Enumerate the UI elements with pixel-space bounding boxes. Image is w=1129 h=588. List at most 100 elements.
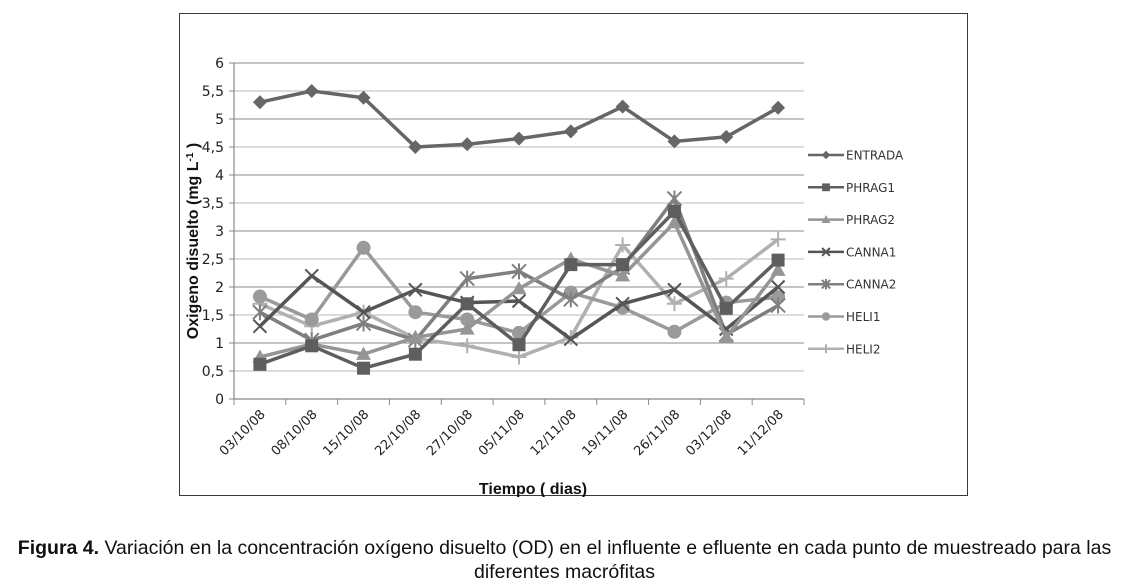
legend-item-canna1: CANNA1 bbox=[808, 245, 896, 259]
data-point-diamond bbox=[304, 84, 319, 98]
x-axis-title: Tiempo ( dias) bbox=[479, 481, 587, 497]
data-point-plus bbox=[770, 231, 786, 247]
legend-item-canna2: CANNA2 bbox=[808, 278, 896, 292]
x-tick-label: 03/12/08 bbox=[683, 407, 735, 459]
data-point-x bbox=[356, 304, 371, 320]
data-point-triangle bbox=[718, 329, 734, 344]
data-point-plus bbox=[511, 349, 527, 365]
data-point-square bbox=[822, 183, 830, 192]
x-tick-label: 03/10/08 bbox=[217, 407, 269, 459]
data-point-square bbox=[564, 258, 578, 272]
y-tick-label: 4,5 bbox=[202, 140, 224, 156]
y-axis-title: Oxigeno disuelto (mg L-1 ) bbox=[185, 143, 203, 339]
data-point-star bbox=[355, 315, 372, 332]
y-tick-label: 3,5 bbox=[202, 196, 224, 212]
data-point-square bbox=[305, 339, 319, 353]
x-tick-label: 12/11/08 bbox=[528, 407, 580, 459]
data-point-x bbox=[615, 296, 630, 312]
data-point-circle bbox=[408, 305, 423, 320]
x-tick-label: 08/10/08 bbox=[269, 407, 321, 459]
data-point-diamond bbox=[667, 134, 682, 149]
x-tick-label: 11/12/08 bbox=[735, 407, 787, 459]
x-tick-label: 26/11/08 bbox=[631, 407, 683, 459]
legend-label: PHRAG2 bbox=[846, 213, 895, 227]
y-tick-label: 2,5 bbox=[202, 252, 224, 268]
data-point-star bbox=[511, 263, 527, 280]
data-point-diamond bbox=[512, 131, 526, 146]
figure-caption: Figura 4. Variación en la concentración … bbox=[0, 536, 1129, 584]
data-point-x bbox=[511, 293, 527, 309]
y-tick-label: 0 bbox=[215, 392, 224, 408]
legend-label: ENTRADA bbox=[846, 149, 904, 163]
data-point-diamond bbox=[563, 124, 578, 139]
gridlines bbox=[234, 62, 804, 372]
data-point-x bbox=[408, 282, 423, 298]
y-tick-label: 5 bbox=[215, 112, 224, 128]
data-point-circle bbox=[667, 324, 682, 339]
data-point-x bbox=[821, 247, 831, 257]
data-point-circle bbox=[304, 312, 319, 327]
x-tick-label: 22/10/08 bbox=[372, 407, 424, 459]
x-tick-label: 19/11/08 bbox=[580, 407, 632, 459]
data-point-star bbox=[666, 190, 683, 207]
data-point-circle bbox=[821, 312, 831, 321]
data-point-plus bbox=[821, 344, 831, 354]
data-point-diamond bbox=[252, 95, 267, 110]
data-point-plus bbox=[718, 271, 734, 287]
data-point-triangle bbox=[615, 268, 631, 282]
axes: 0 0,5 1 1,5 2 2,5 3 3,5 4 4,5 5 5,5 6 03/10/08 08/10/0… bbox=[202, 56, 805, 459]
data-point-triangle bbox=[821, 215, 831, 223]
series-heli2 bbox=[252, 231, 786, 365]
y-axis-title-superscript: -1 bbox=[185, 152, 196, 161]
data-point-triangle bbox=[666, 215, 682, 229]
legend-label: PHRAG1 bbox=[846, 181, 895, 195]
data-point-square bbox=[771, 253, 785, 267]
data-point-circle bbox=[460, 312, 475, 327]
x-tick-label: 05/11/08 bbox=[476, 407, 528, 459]
data-point-square bbox=[719, 301, 733, 315]
y-tick-label: 1 bbox=[215, 336, 224, 352]
data-point-star bbox=[770, 297, 786, 314]
series-lines bbox=[252, 84, 786, 375]
data-point-diamond bbox=[821, 150, 831, 160]
data-point-plus bbox=[666, 296, 682, 312]
line-chart: 0 0,5 1 1,5 2 2,5 3 3,5 4 4,5 5 5,5 6 03/10/08 08/10/0… bbox=[185, 56, 904, 497]
figure-caption-text: Variación en la concentración oxígeno di… bbox=[99, 537, 1112, 583]
legend-label: CANNA2 bbox=[846, 278, 896, 292]
y-tick-label: 6 bbox=[215, 56, 224, 72]
data-point-diamond bbox=[615, 99, 630, 114]
data-point-square bbox=[253, 357, 267, 371]
y-axis-title-end: ) bbox=[185, 143, 202, 153]
y-tick-label: 0,5 bbox=[202, 364, 224, 380]
legend-item-phrag2: PHRAG2 bbox=[808, 213, 895, 227]
data-point-diamond bbox=[771, 100, 786, 115]
y-tick-label: 2 bbox=[215, 280, 224, 296]
data-point-star bbox=[252, 304, 268, 321]
legend-item-heli2: HELI2 bbox=[808, 342, 880, 356]
legend-label: CANNA1 bbox=[846, 245, 896, 259]
data-point-star bbox=[821, 279, 831, 290]
data-point-square bbox=[616, 258, 630, 272]
data-point-diamond bbox=[408, 140, 423, 154]
data-point-triangle bbox=[459, 321, 475, 335]
x-tick-label: 27/10/08 bbox=[424, 407, 476, 459]
series-phrag1 bbox=[253, 204, 785, 375]
y-tick-label: 3 bbox=[215, 224, 224, 240]
data-point-plus bbox=[615, 237, 631, 253]
data-point-star bbox=[563, 291, 579, 308]
y-tick-label: 4 bbox=[215, 168, 224, 184]
data-point-square bbox=[408, 347, 422, 361]
figure-label: Figura 4. bbox=[17, 537, 100, 559]
legend-item-entrada: ENTRADA bbox=[808, 149, 904, 163]
data-point-x bbox=[563, 331, 579, 347]
legend-item-heli1: HELI1 bbox=[808, 310, 880, 324]
data-point-x bbox=[252, 318, 268, 334]
data-point-x bbox=[770, 279, 786, 295]
y-tick-label: 1,5 bbox=[202, 308, 224, 324]
legend-item-phrag1: PHRAG1 bbox=[808, 181, 895, 195]
data-point-star bbox=[459, 270, 475, 287]
y-tick-label: 5,5 bbox=[202, 84, 224, 100]
legend-label: HELI2 bbox=[846, 342, 880, 356]
data-point-x bbox=[667, 282, 682, 298]
data-point-square bbox=[460, 297, 474, 311]
